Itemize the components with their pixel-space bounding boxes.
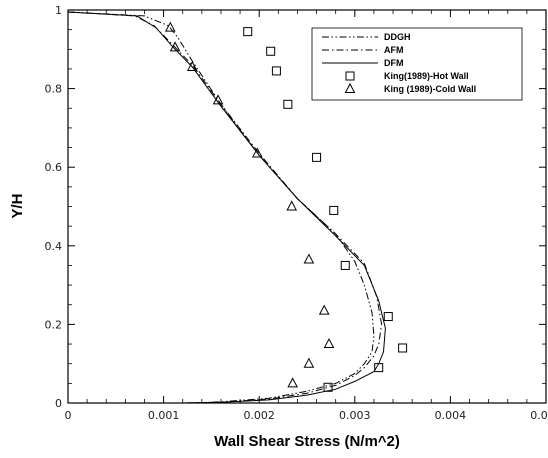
x-tick-label: 0 (65, 409, 72, 422)
legend-label-ddgh: DDGH (384, 32, 411, 42)
point-king-1989-cold-wall (303, 253, 315, 264)
x-tick-label: 0.001 (148, 409, 180, 422)
point-king-1989-cold-wall (186, 60, 198, 71)
point-king-1989-hot-wall (398, 343, 408, 353)
legend-label-king-1989-cold-wall: King (1989)-Cold Wall (384, 84, 476, 94)
x-axis-title: Wall Shear Stress (N/m^2) (214, 433, 400, 450)
legend-label-afm: AFM (384, 45, 404, 55)
y-tick-label: 0.8 (45, 83, 63, 96)
point-king-1989-cold-wall (164, 21, 176, 32)
point-king-1989-cold-wall (212, 94, 224, 105)
point-king-1989-hot-wall (243, 27, 253, 37)
legend-swatch-king-1989-hot-wall (345, 71, 355, 81)
point-king-1989-cold-wall (251, 147, 263, 158)
ticks (67, 9, 547, 404)
point-king-1989-hot-wall (271, 66, 281, 76)
point-king-1989-hot-wall (323, 382, 333, 392)
y-tick-label: 0.6 (45, 161, 63, 174)
point-king-1989-cold-wall (318, 304, 330, 315)
series-line-dfm (67, 11, 386, 404)
point-king-1989-hot-wall (283, 99, 293, 109)
point-king-1989-hot-wall (266, 46, 276, 56)
point-king-1989-hot-wall (374, 363, 384, 373)
point-king-1989-cold-wall (287, 377, 298, 388)
series-line-ddgh (67, 11, 375, 404)
x-tick-label: 0.005 (530, 409, 548, 422)
point-king-1989-hot-wall (340, 260, 350, 270)
y-tick-label: 0 (55, 397, 62, 410)
point-king-1989-cold-wall (286, 200, 298, 211)
legend: DDGH AFM DFM King(1989)-Hot Wall King (1989)… (311, 27, 523, 101)
series-layer (67, 11, 408, 404)
x-tick-label: 0.002 (243, 409, 275, 422)
point-king-1989-cold-wall (303, 357, 315, 368)
point-king-1989-hot-wall (312, 152, 322, 162)
y-tick-label: 1 (55, 4, 62, 17)
point-king-1989-hot-wall (383, 312, 393, 322)
legend-label-dfm: DFM (384, 58, 404, 68)
tick-labels: 0 0.001 0.002 0.003 0.004 0.005 0 0.2 0.4 0.6 0.8 1 (45, 4, 548, 422)
point-king-1989-cold-wall (323, 337, 335, 349)
legend-box (311, 27, 523, 101)
y-tick-label: 0.4 (45, 240, 63, 253)
x-tick-label: 0.003 (339, 409, 371, 422)
point-king-1989-hot-wall (329, 205, 339, 215)
series-line-afm (67, 11, 383, 404)
y-tick-label: 0.2 (45, 318, 63, 331)
x-tick-label: 0.004 (435, 409, 467, 422)
y-axis-title: Y/H (9, 193, 26, 218)
legend-swatch-king-1989-cold-wall (344, 82, 356, 93)
point-king-1989-cold-wall (169, 41, 181, 52)
legend-label-king-1989-hot-wall: King(1989)-Hot Wall (384, 71, 469, 81)
